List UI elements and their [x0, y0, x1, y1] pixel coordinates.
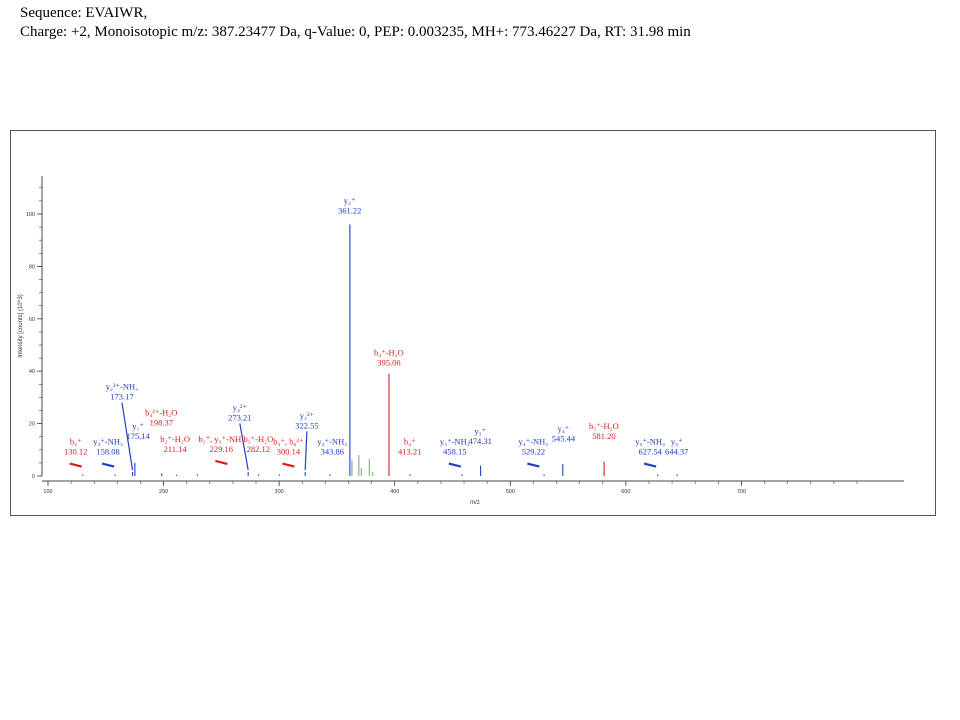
y-axis-title: Intensity [counts] (10^3)	[18, 294, 24, 358]
peak-label-ion: b₄⁺	[404, 437, 416, 447]
y-tick-label: 40	[29, 369, 35, 375]
spectrum-header: Sequence: EVAIWR, Charge: +2, Monoisotop…	[20, 4, 691, 42]
peak-label-mz: 175.14	[126, 431, 150, 441]
peak-label-mz: 545.44	[552, 433, 576, 443]
peak-label-mz: 229.16	[210, 444, 233, 454]
peak-label-ion: b₅⁺-H₂O	[589, 421, 619, 431]
peak-labels: b₂⁺130.12y₃⁺-NH₃158.08y₂²⁺-NH₃173.17y₁⁺1…	[64, 196, 688, 471]
y-tick-label: 80	[29, 264, 35, 270]
peak-label-ion: y₄⁺-NH₃	[519, 437, 549, 447]
x-tick-label: 400	[390, 489, 399, 495]
y-tick-label: 60	[29, 317, 35, 323]
peak-label-mz: 343.86	[321, 447, 344, 457]
x-axis-title: m/z	[470, 500, 480, 506]
peak-label-ion: y₅⁺-NH₃	[635, 437, 665, 447]
x-tick-label: 700	[737, 489, 746, 495]
spectrum-plot-frame: 0 20 40 60 80 100 100 200 300 400 500 600 700 m/z Inte…	[10, 130, 936, 516]
peak-label-ion: y₅⁺	[671, 437, 683, 447]
peak-label-leader	[282, 462, 295, 468]
peak-label-ion: y₂⁺	[344, 196, 356, 206]
peak-label-leader	[239, 423, 249, 471]
peak-label-mz: 130.12	[64, 447, 87, 457]
peak-label-ion: b₂⁺, y₃⁺-NH₃	[198, 434, 244, 444]
precursor-details-line: Charge: +2, Monoisotopic m/z: 387.23477 …	[20, 24, 691, 40]
peak-label-ion: y₃⁺-NH₃	[93, 437, 123, 447]
axes: 0 20 40 60 80 100 100 200 300 400 500 600 700 m/z Inte…	[18, 176, 904, 506]
y-tick-label: 0	[32, 474, 35, 480]
peak-label-leader	[643, 462, 657, 468]
peak-label-mz: 413.21	[398, 447, 421, 457]
y-tick-label: 100	[26, 212, 35, 218]
peak-label-ion: b₃⁺, b₆²⁺	[273, 437, 304, 447]
peak-label-mz: 395.06	[377, 357, 400, 367]
peak-label-ion: y₄⁺	[558, 423, 570, 433]
x-tick-label: 100	[43, 489, 52, 495]
peak-label-leader	[448, 462, 462, 468]
peak-label-mz: 627.54	[638, 447, 662, 457]
x-tick-label: 500	[506, 489, 515, 495]
peak-label-mz: 529.22	[522, 447, 545, 457]
peak-label-leader	[527, 462, 540, 468]
x-tick-label: 300	[275, 489, 284, 495]
peak-label-mz: 158.08	[96, 447, 119, 457]
spectrum-chart: 0 20 40 60 80 100 100 200 300 400 500 600 700 m/z Inte…	[18, 176, 904, 506]
peak-label-leader	[69, 462, 83, 468]
peak-label-ion: y₃⁺-NH₃	[317, 437, 347, 447]
peak-label-mz: 361.22	[338, 206, 361, 216]
y-tick-label: 20	[29, 422, 35, 428]
peak-label-mz: 581.20	[592, 431, 615, 441]
x-tick-label: 600	[621, 489, 630, 495]
peak-label-ion: b₄²⁺-H₂O	[145, 408, 177, 418]
peak-label-ion: b₄⁺-H₂O	[374, 347, 404, 357]
peak-label-mz: 273.21	[228, 413, 251, 423]
peak-label-mz: 458.15	[443, 447, 466, 457]
peak-label-ion: y₃⁺-NH₃	[440, 437, 470, 447]
peak-label-ion: y₁⁺	[132, 421, 144, 431]
peak-label-mz: 173.17	[110, 392, 133, 402]
peak-label-mz: 474.31	[469, 436, 492, 446]
peak-label-mz: 644.37	[665, 447, 688, 457]
peak-label-ion: y₃²⁺	[300, 410, 315, 420]
peak-label-ion: b₂⁺-H₂O	[160, 434, 190, 444]
peak-label-mz: 322.55	[295, 420, 318, 430]
peak-label-ion: y₂²⁺-NH₃	[106, 382, 138, 392]
peak-label-ion: b₃⁺-H₂O	[243, 434, 273, 444]
peak-label-ion: y₄²⁺	[233, 403, 248, 413]
peak-label-leader	[215, 459, 228, 466]
peak-label-leader	[304, 431, 308, 471]
peak-label-leader	[101, 462, 115, 468]
peak-label-mz: 282.12	[247, 444, 270, 454]
peak-label-ion: y₃⁺	[474, 426, 486, 436]
peak-label-leader	[121, 402, 134, 471]
sequence-line: Sequence: EVAIWR,	[20, 5, 148, 21]
peak-label-mz: 198.37	[150, 418, 173, 428]
peaks	[82, 224, 678, 476]
peak-label-mz: 300.14	[277, 447, 301, 457]
peak-label-mz: 211.14	[164, 444, 188, 454]
peak-label-ion: b₂⁺	[70, 437, 82, 447]
x-tick-label: 200	[159, 489, 168, 495]
